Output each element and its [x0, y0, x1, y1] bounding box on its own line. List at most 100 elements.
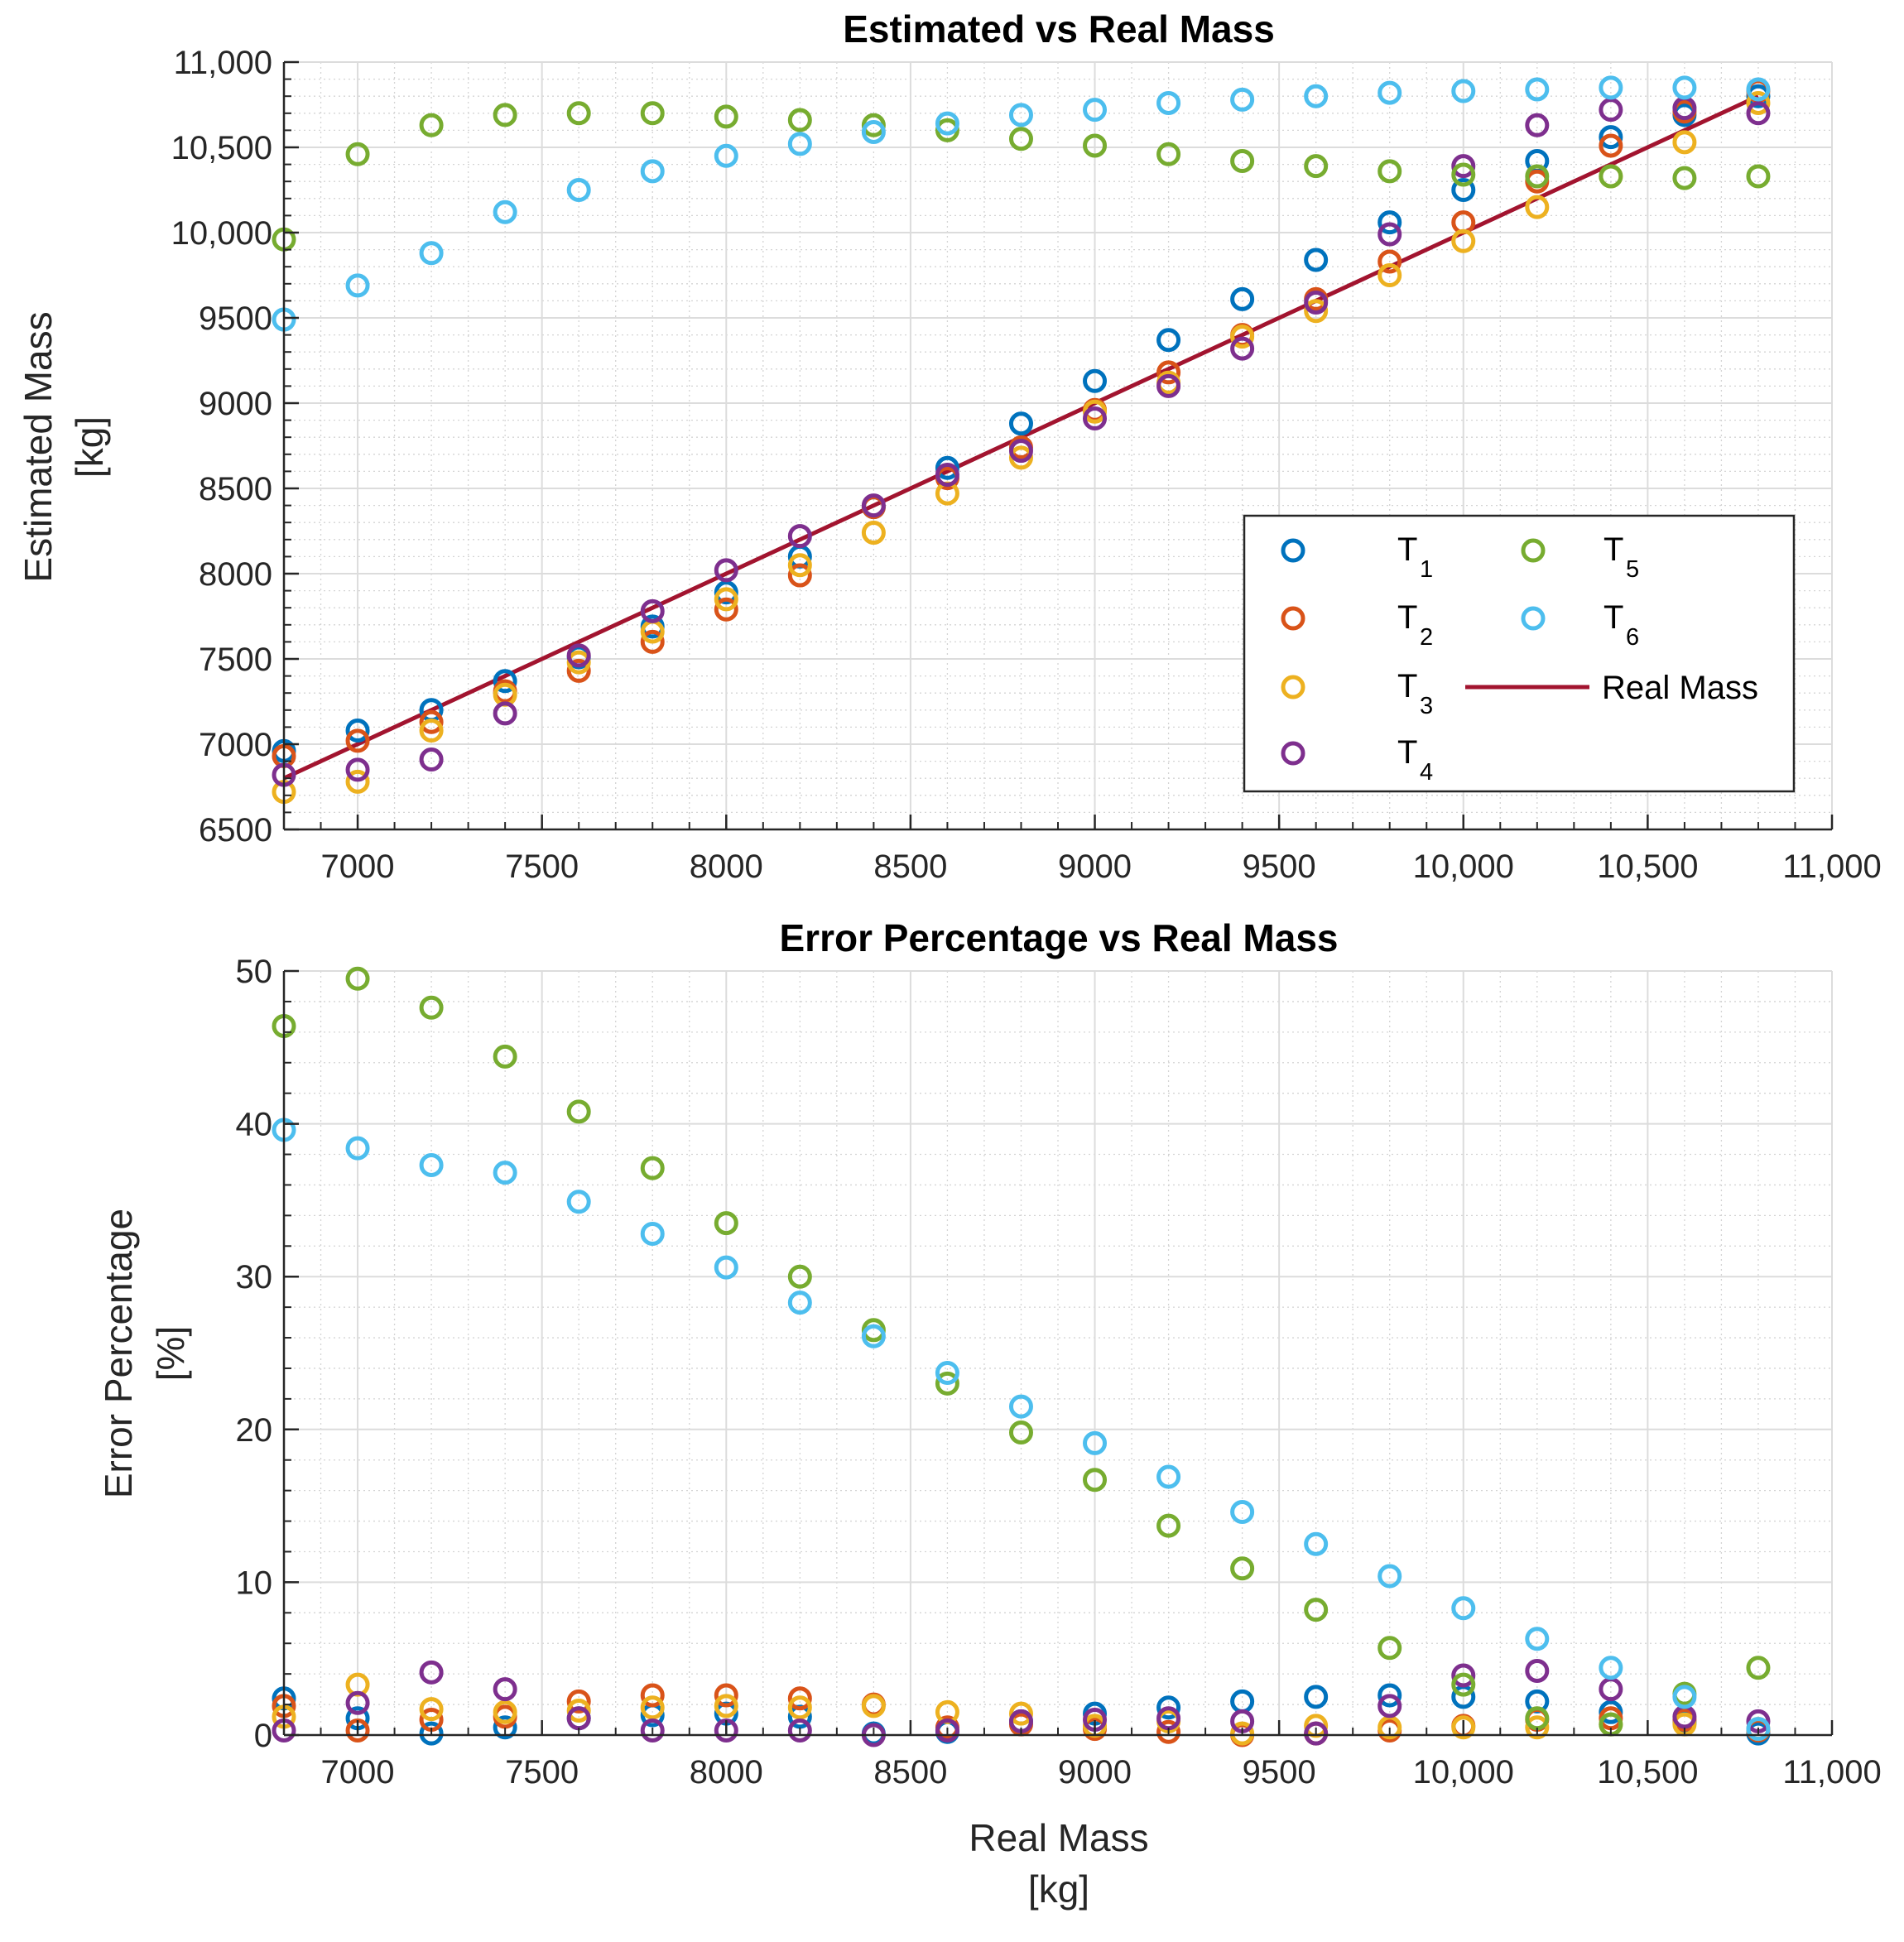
marker-series-2 — [1599, 133, 1623, 158]
marker-series-6 — [1451, 79, 1476, 103]
y-tick-label: 8000 — [199, 556, 272, 593]
marker-series-3 — [345, 769, 370, 794]
marker-series-5 — [1304, 154, 1329, 179]
marker-series-4 — [1304, 290, 1329, 315]
marker-series-5 — [1304, 1598, 1329, 1622]
marker-series-1 — [1378, 210, 1402, 235]
legend-box — [1243, 514, 1796, 793]
marker-series-3 — [861, 1694, 886, 1718]
x-tick-label: 8500 — [873, 848, 947, 885]
y-tick-label: 10 — [236, 1565, 273, 1601]
x-tick-label: 9000 — [1058, 848, 1132, 885]
marker-series-1 — [1083, 368, 1108, 393]
marker-series-5 — [861, 113, 886, 137]
marker-series-1 — [493, 1715, 517, 1740]
y-tick-label: 50 — [236, 954, 273, 990]
marker-series-3 — [419, 1697, 444, 1722]
marker-series-3 — [1746, 90, 1771, 115]
marker-series-4 — [935, 463, 959, 488]
legend-marker-series-1 — [1281, 538, 1305, 563]
marker-series-2 — [1156, 1719, 1181, 1744]
x-tick-label: 9500 — [1243, 1754, 1316, 1791]
marker-series-4 — [1451, 154, 1476, 179]
data-markers — [272, 75, 1771, 805]
marker-series-2 — [640, 1683, 665, 1708]
legend-label-series-1: T — [1397, 531, 1417, 568]
legend-label-subscript-series-5: 5 — [1626, 556, 1639, 583]
marker-series-3 — [1008, 1701, 1033, 1726]
marker-series-6 — [1304, 84, 1329, 108]
x-tick-label: 11,000 — [1782, 848, 1881, 885]
marker-series-5 — [1672, 166, 1697, 190]
marker-series-6 — [1525, 77, 1550, 102]
x-tick-label: 7500 — [505, 1754, 579, 1791]
marker-series-2 — [640, 629, 665, 654]
y-tick-label: 7500 — [199, 642, 272, 678]
chart-title: Estimated vs Real Mass — [843, 7, 1275, 50]
marker-series-5 — [345, 966, 370, 991]
marker-series-6 — [1230, 1499, 1255, 1524]
x-tick-label: 9500 — [1243, 848, 1316, 885]
y-axis-label-line1: Estimated Mass — [17, 311, 60, 582]
y-tick-label: 10,500 — [171, 130, 272, 166]
legend-label-series-6: T — [1603, 599, 1623, 636]
marker-series-5 — [1230, 1556, 1255, 1581]
marker-series-1 — [1156, 1695, 1181, 1720]
marker-series-3 — [1304, 299, 1329, 324]
marker-series-4 — [1599, 98, 1623, 123]
legend-label-subscript-series-4: 4 — [1420, 759, 1433, 786]
marker-series-1 — [1304, 248, 1329, 272]
marker-series-1 — [493, 669, 517, 694]
legend-label-series-5: T — [1603, 531, 1623, 568]
marker-series-5 — [1451, 162, 1476, 187]
marker-series-6 — [714, 1255, 738, 1280]
marker-series-5 — [640, 1156, 665, 1180]
marker-series-5 — [1746, 1656, 1771, 1680]
marker-series-3 — [1451, 1715, 1476, 1740]
marker-series-4 — [345, 757, 370, 782]
legend-label-subscript-series-1: 1 — [1420, 556, 1433, 583]
marker-series-1 — [1156, 328, 1181, 353]
marker-series-5 — [1746, 164, 1771, 189]
marker-series-1 — [1451, 178, 1476, 202]
y-tick-label: 8500 — [199, 471, 272, 507]
marker-series-3 — [1230, 1721, 1255, 1746]
y-axis-label-line2: [%] — [149, 1326, 192, 1381]
legend-label-series-2: T — [1397, 599, 1417, 636]
marker-series-5 — [566, 101, 591, 126]
marker-series-3 — [714, 587, 738, 612]
marker-series-5 — [1156, 1513, 1181, 1538]
marker-series-5 — [1378, 1636, 1402, 1661]
marker-series-5 — [935, 118, 959, 142]
marker-series-4 — [493, 1677, 517, 1702]
marker-series-5 — [419, 113, 444, 137]
marker-series-3 — [419, 719, 444, 743]
marker-series-6 — [714, 143, 738, 168]
marker-series-1 — [1304, 1685, 1329, 1709]
marker-series-5 — [419, 995, 444, 1020]
marker-series-4 — [1230, 336, 1255, 361]
marker-series-5 — [1230, 148, 1255, 173]
x-tick-label: 7000 — [321, 848, 395, 885]
marker-series-5 — [566, 1099, 591, 1124]
marker-series-3 — [493, 1699, 517, 1724]
marker-series-6 — [1008, 1394, 1033, 1419]
marker-series-4 — [1378, 1694, 1402, 1718]
legend-label-subscript-series-2: 2 — [1420, 624, 1433, 651]
marker-series-2 — [714, 1683, 738, 1708]
y-tick-label: 20 — [236, 1412, 273, 1449]
x-tick-label: 8000 — [690, 1754, 763, 1791]
marker-series-5 — [1083, 133, 1108, 158]
marker-series-3 — [640, 1695, 665, 1720]
marker-series-6 — [419, 1152, 444, 1177]
marker-series-6 — [1451, 1596, 1476, 1621]
x-tick-label: 7000 — [321, 1754, 395, 1791]
marker-series-4 — [419, 747, 444, 772]
marker-series-6 — [493, 199, 517, 224]
marker-series-3 — [1672, 130, 1697, 155]
marker-series-5 — [1525, 164, 1550, 189]
marker-series-3 — [1008, 445, 1033, 470]
marker-series-3 — [1230, 324, 1255, 349]
tick-labels: 7000 7500 8000 8500 9000 9500 10,000 10,500 11,0… — [171, 45, 1882, 885]
marker-series-1 — [1008, 411, 1033, 436]
